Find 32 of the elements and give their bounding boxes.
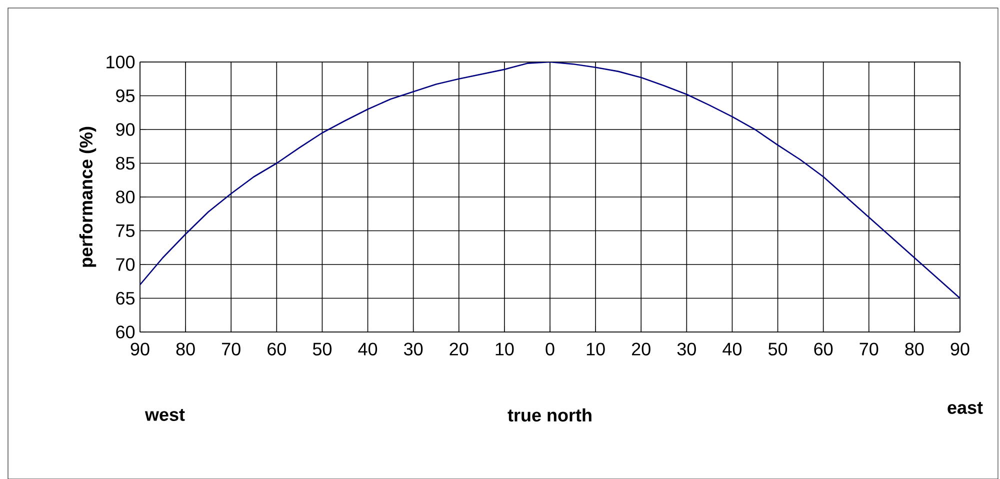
x-tick-label: 10: [496, 342, 514, 356]
y-tick-label: 80: [116, 190, 135, 204]
x-tick-label: 30: [677, 342, 696, 356]
text: true north: [508, 408, 592, 422]
x-tick-label: 90: [950, 342, 970, 356]
text: east: [948, 402, 983, 414]
x-tick-label: 20: [450, 342, 468, 356]
y-tick-label: 90: [116, 123, 135, 136]
x-tick-label: 50: [312, 342, 332, 356]
x-tick-label: 70: [222, 342, 240, 356]
text: west: [144, 409, 185, 421]
x-tick-label: 80: [905, 342, 924, 356]
x-tick-label: 60: [268, 342, 286, 356]
x-tick-label: 60: [814, 342, 833, 356]
y-tick-label: 60: [116, 326, 135, 338]
x-tick-label: 10: [586, 342, 605, 356]
x-tick-label: 50: [768, 342, 788, 356]
x-tick-label: 40: [722, 342, 742, 356]
y-axis-title: performance (%): [79, 126, 96, 267]
y-tick-label: 95: [116, 89, 135, 102]
x-tick-label: 90: [130, 342, 150, 356]
y-tick-label: 85: [116, 156, 135, 170]
x-tick-label: 0: [546, 342, 554, 356]
x-tick-label: 70: [860, 342, 878, 356]
y-tick-label: 65: [116, 292, 135, 305]
y-tick-label: 75: [116, 224, 135, 238]
x-tick-label: 30: [404, 342, 423, 356]
y-tick-label: 100: [106, 56, 135, 68]
x-tick-label: 20: [632, 342, 650, 356]
x-tick-label: 40: [358, 342, 378, 356]
x-tick-label: 80: [176, 342, 195, 356]
y-tick-label: 70: [116, 258, 135, 271]
